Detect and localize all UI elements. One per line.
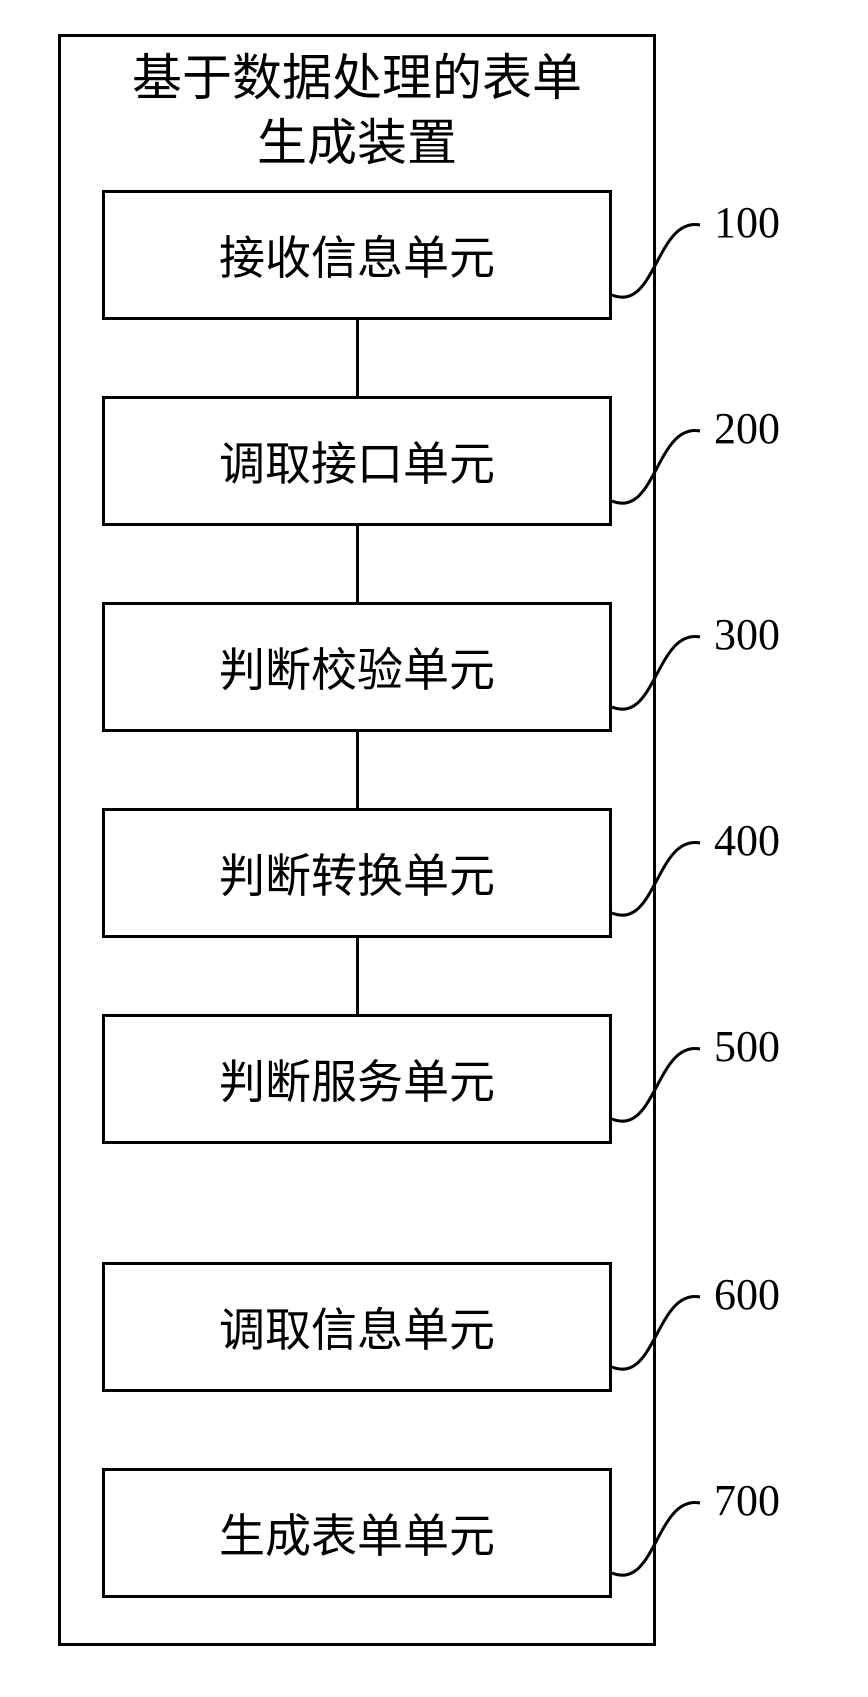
- diagram-title: 基于数据处理的表单 生成装置: [58, 46, 656, 176]
- callout-label: 600: [714, 1269, 780, 1320]
- flowchart-node: 调取接口单元: [102, 396, 612, 526]
- node-label: 调取接口单元: [219, 428, 495, 494]
- node-label: 判断转换单元: [219, 840, 495, 906]
- callout-label: 700: [714, 1475, 780, 1526]
- flowchart-node: 调取信息单元: [102, 1262, 612, 1392]
- callout-label: 400: [714, 815, 780, 866]
- flowchart-connector: [356, 732, 359, 808]
- title-line1: 基于数据处理的表单: [132, 50, 582, 106]
- callout-label: 100: [714, 197, 780, 248]
- flowchart-node: 判断转换单元: [102, 808, 612, 938]
- title-line2: 生成装置: [257, 115, 457, 171]
- flowchart-node: 判断服务单元: [102, 1014, 612, 1144]
- node-label: 判断服务单元: [219, 1046, 495, 1112]
- node-label: 判断校验单元: [219, 634, 495, 700]
- callout-label: 300: [714, 609, 780, 660]
- node-label: 调取信息单元: [219, 1294, 495, 1360]
- flowchart-connector: [356, 938, 359, 1014]
- flowchart-node: 接收信息单元: [102, 190, 612, 320]
- flowchart-connector: [356, 320, 359, 396]
- callout-label: 500: [714, 1021, 780, 1072]
- node-label: 生成表单单元: [219, 1500, 495, 1566]
- callout-label: 200: [714, 403, 780, 454]
- flowchart-node: 生成表单单元: [102, 1468, 612, 1598]
- flowchart-connector: [356, 526, 359, 602]
- node-label: 接收信息单元: [219, 222, 495, 288]
- flowchart-node: 判断校验单元: [102, 602, 612, 732]
